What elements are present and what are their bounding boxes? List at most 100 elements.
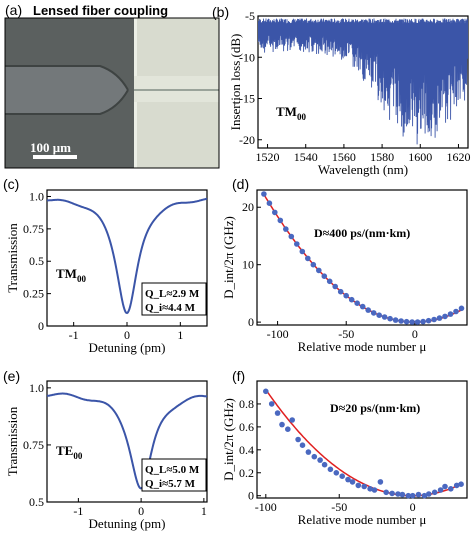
dint-te-point: [345, 476, 351, 483]
dint-te-point: [395, 491, 401, 497]
dint-te-point: [405, 492, 412, 499]
y-tick-label-f: 0: [248, 489, 254, 503]
y-tick-label-d: 0: [248, 315, 254, 329]
panel-a-frame: [4, 17, 220, 169]
panel-c-mode: TM00: [56, 266, 86, 284]
panel-c: (c) -1 0 1 0 0.25 0.5 0.75 1.0 Detuning (pm) Tran…: [3, 176, 208, 355]
y-axis-label-b: Insertion loss (dB): [228, 34, 243, 131]
x-axis-label-e: Detuning (pm): [89, 516, 166, 531]
dint-te-point: [421, 492, 428, 499]
y-tick-label-b: -15: [239, 92, 255, 106]
dint-te-point: [426, 491, 432, 497]
scalebar-label: 100 μm: [30, 140, 71, 155]
y-tick-label-d: 10: [242, 258, 254, 272]
dint-tm-point: [343, 292, 350, 299]
dint-tm-fit: [263, 193, 462, 323]
dint-tm-point: [398, 318, 404, 324]
dint-te-point: [409, 492, 416, 499]
y-tick-label-f: 0.2: [239, 466, 254, 480]
x-tick-label-c: 0: [124, 328, 130, 342]
x-axis-label-b: Wavelength (nm): [318, 162, 408, 177]
y-tick-label-f: 0.6: [239, 420, 254, 434]
transmission-trace-te: [46, 392, 208, 490]
panel-c-q-box: [141, 282, 207, 316]
dint-tm-point: [283, 226, 289, 232]
dint-tm-point: [354, 300, 361, 307]
x-tick-label-b: 1520: [256, 150, 280, 164]
panel-d-dispersion: D≈400 ps/(nm·km): [314, 226, 410, 240]
y-tick-label-e: 1.0: [29, 381, 44, 395]
x-axis-label-c: Detuning (pm): [89, 340, 166, 355]
x-tick-label-e: 0: [138, 504, 144, 518]
dint-tm-point: [436, 315, 443, 321]
dint-tm-point: [288, 233, 295, 240]
panel-f: (f) -100 -50 0 0 0.2 0.4 0.6 0.8 Relative mode n…: [221, 368, 468, 527]
insertion-loss-trace: [258, 18, 468, 145]
dint-te-point: [333, 470, 340, 476]
y-tick-label-c: 0.5: [29, 254, 44, 268]
dint-te-point: [321, 461, 328, 468]
dint-tm-point: [409, 319, 415, 325]
y-tick-label-c: 0: [38, 319, 44, 333]
dint-te-point: [399, 491, 406, 498]
dint-tm-point: [359, 303, 366, 310]
panel-d-label: (d): [232, 176, 249, 192]
dint-tm-point: [458, 305, 465, 312]
fiber-edge-bottom: [5, 89, 129, 115]
dint-te-point: [448, 486, 454, 492]
dint-te-point: [349, 479, 356, 485]
dint-tm-point: [272, 209, 278, 216]
y-tick-label-e: 0.75: [23, 438, 44, 452]
plot-frame-e: [46, 380, 208, 503]
dint-te-point: [289, 417, 296, 423]
dint-tm-point: [442, 313, 448, 320]
panel-e-q-box: [141, 458, 207, 492]
dint-tm-point: [266, 200, 273, 206]
y-tick-label-f: 0.4: [239, 443, 254, 457]
dint-te-point: [305, 449, 312, 455]
panel-e-mode: TE00: [56, 443, 83, 461]
dint-tm-point: [326, 278, 333, 285]
x-tick-label-c: -1: [69, 328, 79, 342]
dint-tm-point: [387, 315, 393, 322]
dint-te-point: [274, 410, 281, 416]
y-tick-label-c: 1.0: [29, 189, 44, 203]
x-tick-label-d: -50: [338, 327, 354, 341]
dint-tm-point: [299, 248, 306, 255]
x-tick-label-e: -1: [73, 504, 83, 518]
dint-te-point: [311, 453, 318, 460]
dint-tm-point: [332, 283, 339, 290]
y-axis-label-f: D_int/2π (GHz): [221, 398, 236, 481]
dint-te-point: [361, 483, 368, 490]
panel-c-q-intrinsic: Q_i≈4.4 M: [145, 302, 196, 314]
x-tick-label-f: -100: [255, 500, 277, 514]
y-tick-label-c: 0.25: [23, 287, 44, 301]
y-tick-label-d: 20: [242, 200, 254, 214]
dint-tm-point: [365, 307, 372, 313]
dint-tm-point: [348, 296, 355, 303]
x-tick-label-b: 1580: [370, 150, 394, 164]
x-axis-label-d: Relative mode number μ: [298, 339, 427, 354]
panel-b: (b) 1520 1540 1560 1580 1600 1620 -5 -10 -15 -20 W…: [212, 4, 470, 177]
dint-tm-point: [321, 273, 328, 280]
dint-te-point: [367, 486, 373, 492]
dint-tm-point: [453, 308, 459, 315]
panel-a: 100 μm (a) Lensed fiber coupling: [4, 2, 220, 169]
x-tick-label-b: 1560: [332, 150, 356, 164]
y-tick-label-e: 0.5: [29, 495, 44, 509]
y-axis-label-d: D_int/2π (GHz): [221, 216, 236, 299]
plot-frame-d: [256, 189, 468, 326]
x-tick-label-f: -50: [331, 500, 347, 514]
y-axis-label-c: Transmission: [5, 223, 20, 293]
plot-frame-f: [256, 380, 468, 499]
dint-tm-point: [376, 312, 383, 319]
y-tick-label-f: 0.8: [239, 397, 254, 411]
y-axis-label-e: Transmission: [5, 406, 20, 476]
panel-c-label: (c): [3, 176, 19, 192]
lensed-fiber: [5, 66, 128, 114]
dint-te-point: [339, 473, 346, 480]
panel-f-dispersion: D≈20 ps/(nm·km): [330, 401, 420, 415]
dint-tm-point: [294, 241, 300, 247]
dint-tm-point: [305, 255, 311, 262]
